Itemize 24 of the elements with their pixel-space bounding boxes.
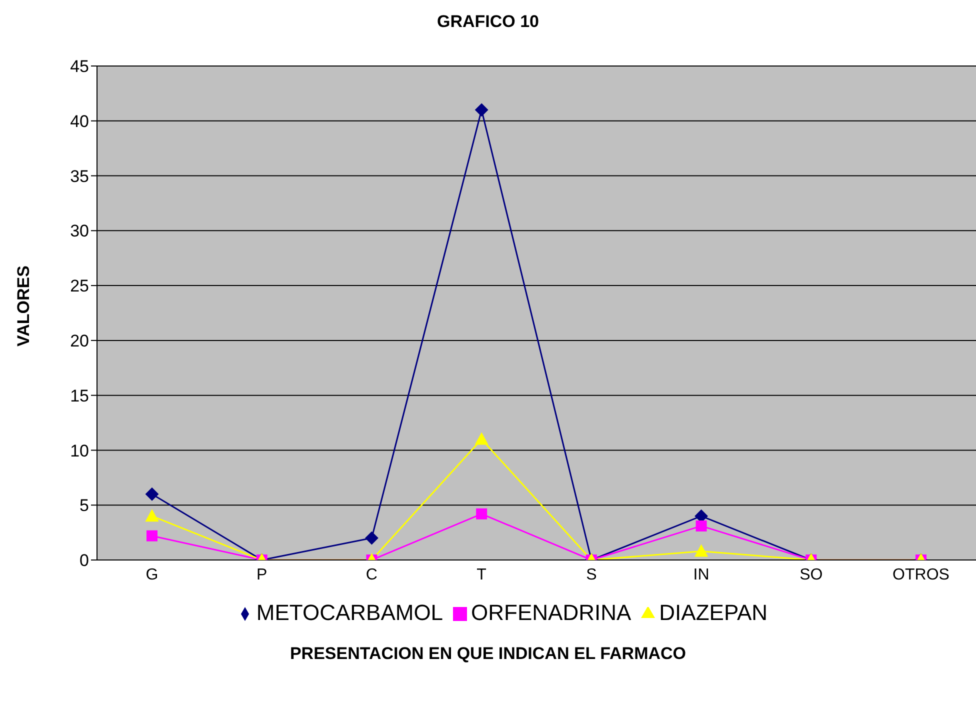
y-tick-label: 5 bbox=[80, 496, 89, 516]
x-tick-label: IN bbox=[693, 566, 710, 584]
y-tick-label: 0 bbox=[80, 551, 89, 570]
y-tick-label: 15 bbox=[70, 386, 89, 406]
y-tick-label: 45 bbox=[70, 57, 89, 76]
y-tick-label: 35 bbox=[70, 166, 89, 186]
y-tick-label: 10 bbox=[70, 441, 89, 460]
x-tick-label: P bbox=[256, 566, 268, 584]
legend-label: METOCARBAMOL bbox=[256, 600, 444, 625]
y-tick-label: 40 bbox=[70, 112, 89, 131]
x-tick-label: OTROS bbox=[892, 566, 950, 584]
x-tick-label: T bbox=[476, 566, 487, 584]
y-tick-label: 30 bbox=[70, 222, 89, 241]
x-axis-title: PRESENTACION EN QUE INDICAN EL FARMACO bbox=[288, 644, 688, 664]
legend-label: ORFENADRINA bbox=[471, 600, 632, 625]
x-tick-label: G bbox=[146, 566, 158, 584]
y-tick-label: 20 bbox=[70, 331, 89, 350]
y-tick-label: 25 bbox=[70, 276, 89, 296]
x-tick-label: C bbox=[366, 566, 378, 584]
y-axis-title: VALORES bbox=[14, 264, 34, 348]
x-tick-label: SO bbox=[800, 566, 823, 584]
legend-label: DIAZEPAN bbox=[659, 600, 768, 625]
chart-title: GRAFICO 10 bbox=[436, 12, 540, 32]
x-tick-label: S bbox=[586, 566, 597, 584]
